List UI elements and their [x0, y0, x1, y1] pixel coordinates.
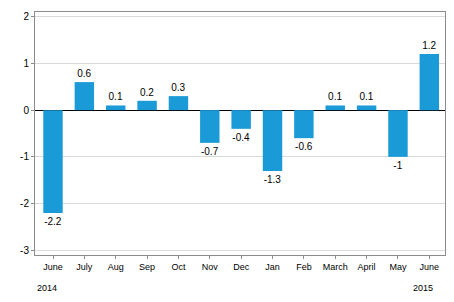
svg-text:1: 1 [23, 58, 29, 69]
svg-text:1.2: 1.2 [422, 40, 436, 51]
svg-text:Sep: Sep [139, 262, 155, 272]
svg-text:Feb: Feb [296, 262, 312, 272]
svg-text:-0.4: -0.4 [232, 132, 250, 143]
svg-text:Oct: Oct [171, 262, 186, 272]
svg-text:0.1: 0.1 [109, 91, 123, 102]
svg-text:0.1: 0.1 [359, 91, 373, 102]
svg-text:2014: 2014 [37, 283, 57, 293]
svg-text:-2.2: -2.2 [44, 216, 62, 227]
svg-text:Nov: Nov [202, 262, 219, 272]
svg-text:-1: -1 [393, 160, 402, 171]
svg-text:2: 2 [23, 11, 29, 22]
svg-text:-1.3: -1.3 [264, 174, 282, 185]
svg-text:April: April [358, 262, 376, 272]
svg-text:May: May [389, 262, 407, 272]
svg-text:-3: -3 [20, 245, 29, 256]
svg-text:Dec: Dec [233, 262, 250, 272]
svg-text:March: March [323, 262, 348, 272]
svg-text:-2: -2 [20, 198, 29, 209]
svg-text:June: June [43, 262, 63, 272]
svg-text:-1: -1 [20, 151, 29, 162]
svg-text:-0.6: -0.6 [295, 141, 313, 152]
svg-text:-0.7: -0.7 [201, 146, 219, 157]
svg-text:0.6: 0.6 [77, 68, 91, 79]
svg-text:0.1: 0.1 [328, 91, 342, 102]
svg-text:0.3: 0.3 [171, 82, 185, 93]
svg-text:0: 0 [23, 105, 29, 116]
svg-text:2015: 2015 [413, 283, 433, 293]
svg-text:Jan: Jan [265, 262, 280, 272]
svg-text:0.2: 0.2 [140, 87, 154, 98]
svg-text:June: June [420, 262, 440, 272]
svg-text:July: July [76, 262, 93, 272]
svg-text:Aug: Aug [108, 262, 124, 272]
